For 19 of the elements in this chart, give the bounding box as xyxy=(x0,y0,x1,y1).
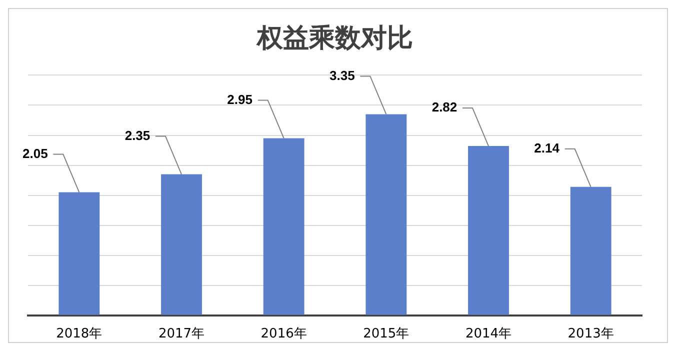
data-label: 2.95 xyxy=(227,92,252,107)
bar xyxy=(161,174,202,315)
x-tick-label: 2017年 xyxy=(158,326,205,342)
bar xyxy=(570,186,612,315)
x-tick-label: 2016年 xyxy=(260,326,307,342)
chart-title: 权益乘数对比 xyxy=(256,23,413,54)
data-label: 2.35 xyxy=(124,128,150,143)
bar xyxy=(58,192,100,315)
bar xyxy=(366,114,407,315)
bar xyxy=(263,138,304,315)
data-label: 3.35 xyxy=(330,68,355,83)
data-label: 2.14 xyxy=(534,140,560,156)
x-tick-label: 2014年 xyxy=(465,326,512,342)
data-label: 2.05 xyxy=(22,146,48,161)
x-tick-label: 2013年 xyxy=(568,326,614,342)
x-tick-label: 2015年 xyxy=(363,326,410,342)
data-label: 2.82 xyxy=(432,100,458,115)
x-tick-label: 2018年 xyxy=(56,326,102,342)
bar xyxy=(468,146,509,315)
